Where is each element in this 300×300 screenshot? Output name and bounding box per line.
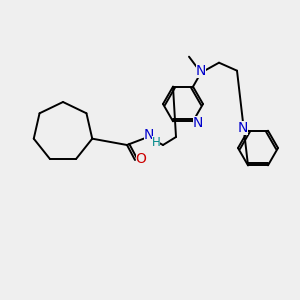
Text: O: O — [136, 152, 146, 166]
Text: N: N — [238, 121, 248, 135]
Text: N: N — [196, 64, 206, 78]
Text: N: N — [193, 116, 203, 130]
Text: N: N — [144, 128, 154, 142]
Text: H: H — [152, 136, 160, 148]
